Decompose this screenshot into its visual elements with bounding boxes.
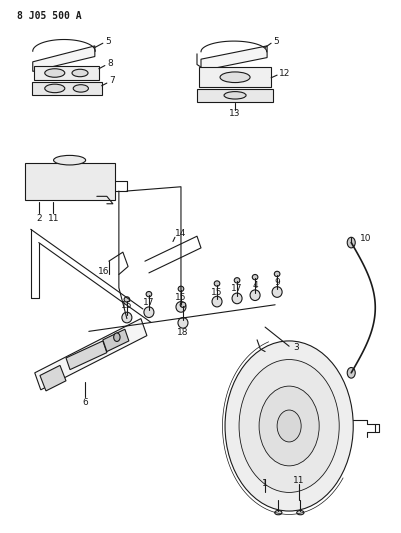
Text: 13: 13 [229, 109, 240, 118]
Ellipse shape [178, 286, 183, 292]
Text: 16: 16 [98, 268, 109, 276]
Circle shape [346, 368, 354, 378]
Ellipse shape [274, 511, 281, 515]
Text: 15: 15 [211, 287, 222, 296]
Polygon shape [33, 66, 99, 80]
Polygon shape [40, 366, 66, 391]
Ellipse shape [219, 72, 249, 83]
Ellipse shape [124, 297, 130, 302]
Text: 8: 8 [107, 59, 113, 68]
Text: 14: 14 [175, 229, 186, 238]
Circle shape [276, 410, 300, 442]
Text: 1: 1 [261, 479, 267, 488]
Text: 17: 17 [143, 298, 154, 307]
Circle shape [239, 360, 338, 492]
Ellipse shape [249, 290, 259, 301]
Text: 11: 11 [48, 214, 60, 223]
Text: 17: 17 [231, 284, 242, 293]
Polygon shape [198, 67, 270, 87]
Ellipse shape [214, 281, 219, 286]
Ellipse shape [45, 84, 65, 93]
Text: 15: 15 [175, 293, 186, 302]
Polygon shape [32, 82, 101, 95]
Text: 9: 9 [273, 278, 279, 287]
Polygon shape [200, 46, 266, 71]
Ellipse shape [231, 293, 241, 304]
Circle shape [113, 333, 120, 342]
Ellipse shape [271, 287, 282, 297]
Ellipse shape [178, 318, 188, 328]
Ellipse shape [45, 69, 65, 77]
Text: 11: 11 [293, 476, 304, 484]
Ellipse shape [144, 307, 154, 318]
Circle shape [258, 386, 318, 466]
Polygon shape [196, 89, 272, 102]
Text: 5: 5 [105, 37, 111, 46]
Ellipse shape [176, 302, 186, 312]
Ellipse shape [252, 274, 257, 280]
Text: 18: 18 [177, 328, 188, 337]
Polygon shape [32, 46, 95, 71]
Text: 8 J05 500 A: 8 J05 500 A [17, 11, 81, 21]
Ellipse shape [296, 511, 303, 515]
Polygon shape [34, 319, 146, 390]
Text: 4: 4 [252, 281, 257, 290]
Ellipse shape [180, 302, 185, 308]
Text: 5: 5 [273, 37, 279, 46]
Text: 15: 15 [121, 301, 132, 310]
Ellipse shape [122, 312, 132, 323]
Text: 7: 7 [109, 76, 115, 85]
Ellipse shape [211, 296, 221, 307]
Text: 3: 3 [293, 343, 298, 352]
Ellipse shape [223, 92, 245, 99]
Ellipse shape [146, 292, 151, 297]
Text: 10: 10 [359, 235, 371, 244]
Circle shape [225, 341, 352, 511]
Ellipse shape [273, 271, 279, 277]
Ellipse shape [73, 85, 88, 92]
Polygon shape [103, 329, 129, 352]
Text: 6: 6 [82, 398, 87, 407]
Text: 2: 2 [36, 214, 41, 223]
Ellipse shape [53, 156, 85, 165]
Text: 12: 12 [279, 69, 290, 78]
Ellipse shape [72, 69, 88, 77]
Polygon shape [66, 341, 107, 369]
Ellipse shape [234, 278, 239, 283]
Polygon shape [25, 163, 115, 200]
Circle shape [346, 237, 354, 248]
